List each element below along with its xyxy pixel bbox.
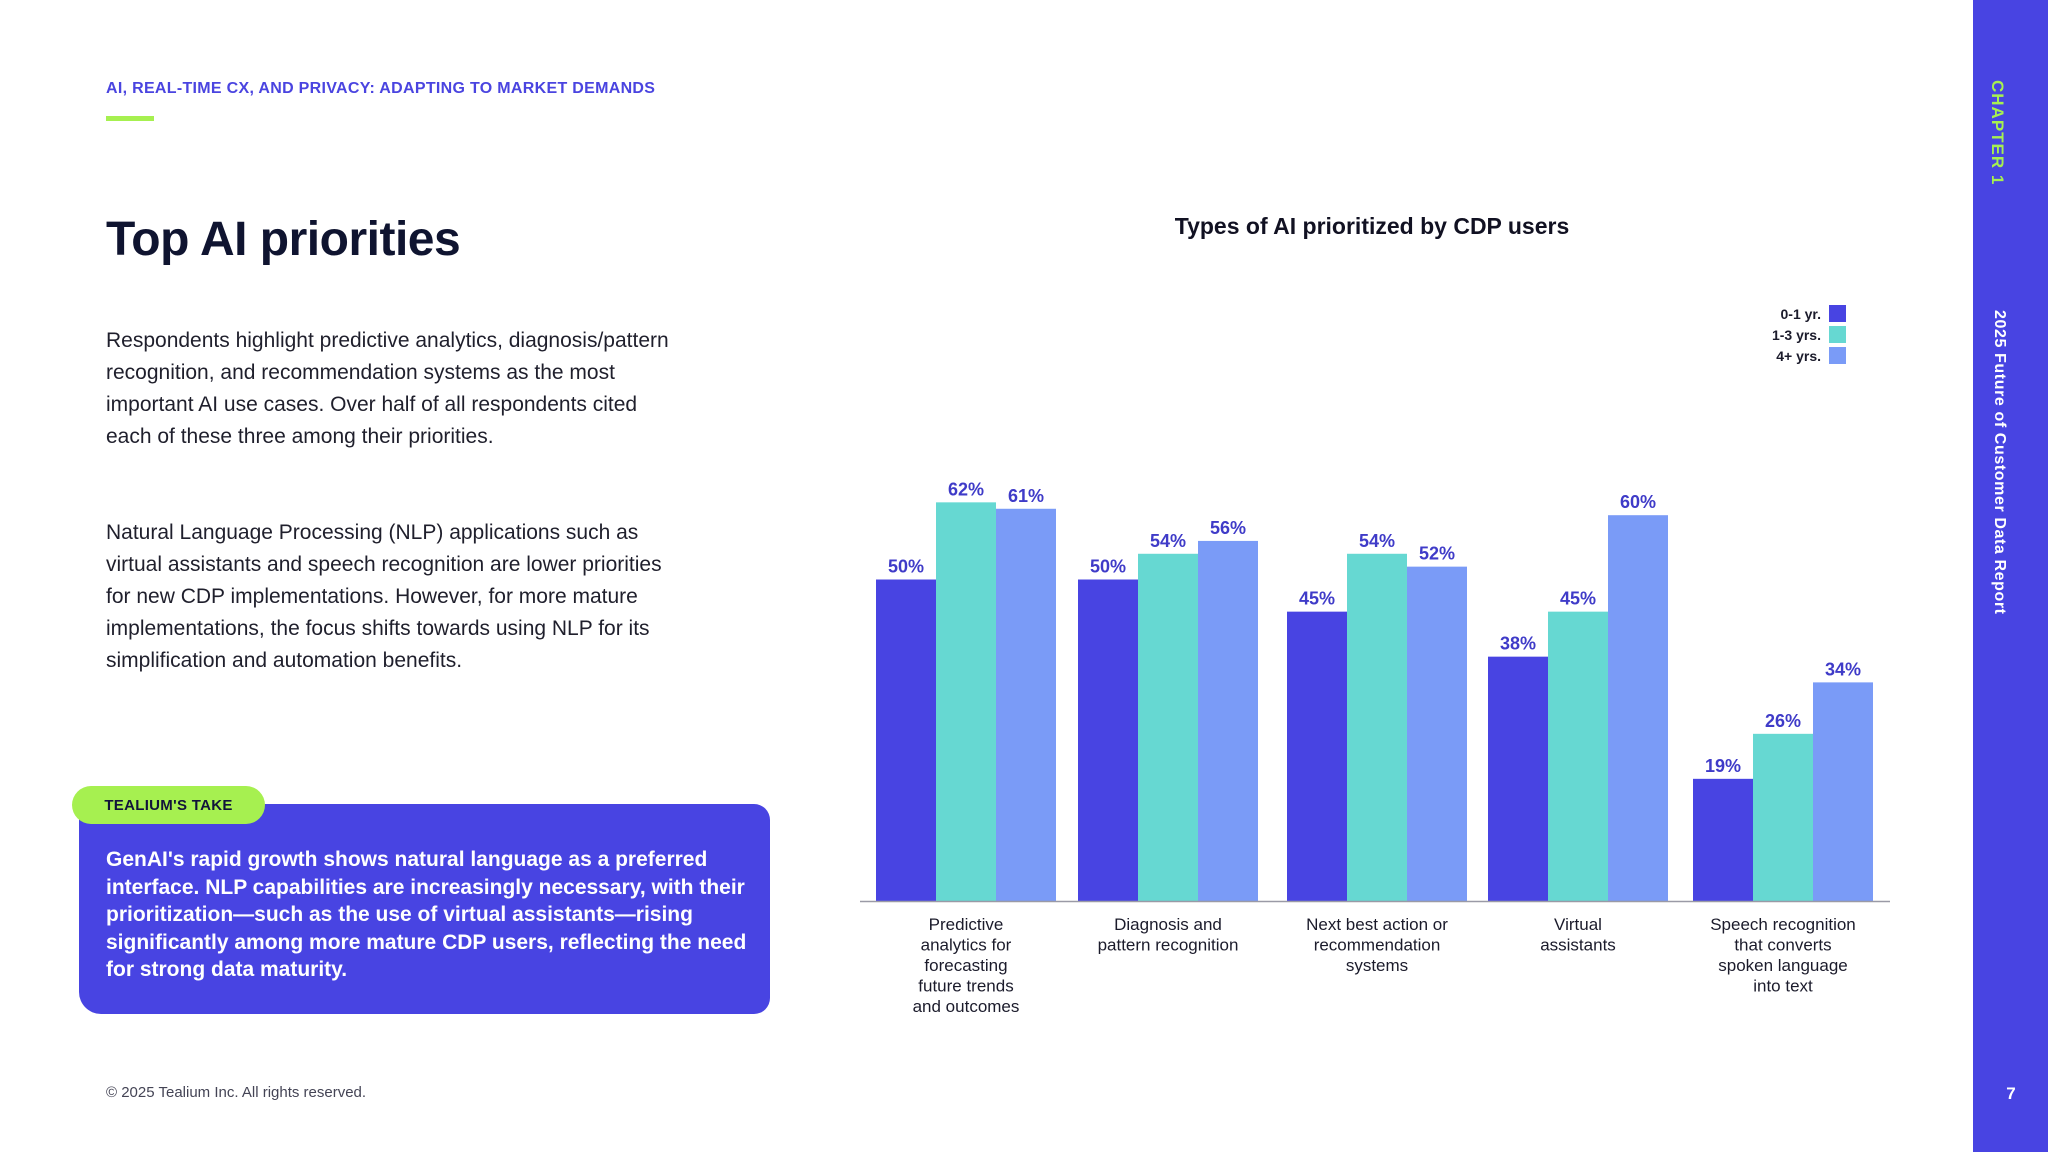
value-label-3-4: 60% (1620, 492, 1656, 512)
bar-3-3 (1407, 566, 1467, 901)
legend-label-1: 0-1 yr. (1781, 306, 1821, 322)
category-label-2: pattern recognition (1098, 936, 1239, 955)
tealium-take-text: GenAI's rapid growth shows natural langu… (106, 848, 747, 981)
bar-3-2 (1198, 540, 1258, 901)
bar-1-1 (876, 579, 936, 901)
category-label-2: Diagnosis and (1114, 915, 1222, 934)
category-label-5: that converts (1734, 936, 1831, 955)
bar-2-5 (1753, 733, 1813, 901)
category-label-5: Speech recognition (1710, 915, 1856, 934)
report-title: 2025 Future of Customer Data Report (1991, 310, 2008, 615)
value-label-2-2: 54% (1150, 531, 1186, 551)
intro-paragraph: Respondents highlight predictive analyti… (106, 329, 669, 448)
bar-3-1 (996, 508, 1056, 901)
bar-1-4 (1488, 656, 1548, 901)
chart-title: Types of AI prioritized by CDP users (1175, 213, 1570, 239)
value-label-3-1: 61% (1008, 486, 1044, 506)
nlp-paragraph: Natural Language Processing (NLP) applic… (106, 521, 662, 672)
section-kicker: AI, REAL-TIME CX, AND PRIVACY: ADAPTING … (106, 80, 656, 97)
tealium-take-badge: TEALIUM'S TAKE (72, 786, 265, 824)
value-label-2-4: 45% (1560, 589, 1596, 609)
chapter-label: CHAPTER 1 (1988, 80, 2007, 186)
category-label-4: Virtual (1554, 915, 1602, 934)
category-label-1: and outcomes (913, 997, 1020, 1016)
value-label-1-3: 45% (1299, 589, 1335, 609)
bar-2-1 (936, 502, 996, 901)
bar-2-3 (1347, 553, 1407, 901)
bar-3-4 (1608, 515, 1668, 901)
legend-label-3: 4+ yrs. (1776, 348, 1821, 364)
legend-label-2: 1-3 yrs. (1772, 327, 1821, 343)
category-label-1: future trends (918, 977, 1013, 996)
category-label-3: Next best action or (1306, 915, 1448, 934)
category-label-5: spoken language (1718, 956, 1848, 975)
bar-1-3 (1287, 611, 1347, 901)
page-number: 7 (2006, 1084, 2016, 1103)
value-label-2-1: 62% (948, 479, 984, 499)
value-label-3-2: 56% (1210, 518, 1246, 538)
copyright-notice: © 2025 Tealium Inc. All rights reserved. (106, 1084, 367, 1101)
value-label-1-1: 50% (888, 557, 924, 577)
category-label-1: Predictive (929, 915, 1004, 934)
category-label-4: assistants (1540, 936, 1616, 955)
category-label-1: forecasting (924, 956, 1007, 975)
value-label-1-5: 19% (1705, 756, 1741, 776)
tealium-take-box (79, 804, 770, 1014)
bar-1-5 (1693, 778, 1753, 901)
value-label-1-4: 38% (1500, 634, 1536, 654)
category-label-5: into text (1753, 977, 1813, 996)
bar-2-2 (1138, 553, 1198, 901)
legend-swatch-3 (1829, 347, 1846, 364)
kicker-underline (106, 116, 154, 121)
value-label-2-5: 26% (1765, 711, 1801, 731)
value-label-2-3: 54% (1359, 531, 1395, 551)
value-label-3-5: 34% (1825, 659, 1861, 679)
bar-3-5 (1813, 682, 1873, 901)
bar-2-4 (1548, 611, 1608, 901)
legend-swatch-2 (1829, 326, 1846, 343)
legend-swatch-1 (1829, 305, 1846, 322)
page-title: Top AI priorities (106, 213, 461, 266)
value-label-3-3: 52% (1419, 544, 1455, 564)
category-label-1: analytics for (921, 936, 1012, 955)
bar-1-2 (1078, 579, 1138, 901)
value-label-1-2: 50% (1090, 557, 1126, 577)
category-label-3: recommendation (1314, 936, 1441, 955)
chapter-rail (1973, 0, 2048, 1152)
ai-priorities-chart: Types of AI prioritized by CDP users 50% 5… (860, 213, 1890, 1016)
category-label-3: systems (1346, 956, 1408, 975)
